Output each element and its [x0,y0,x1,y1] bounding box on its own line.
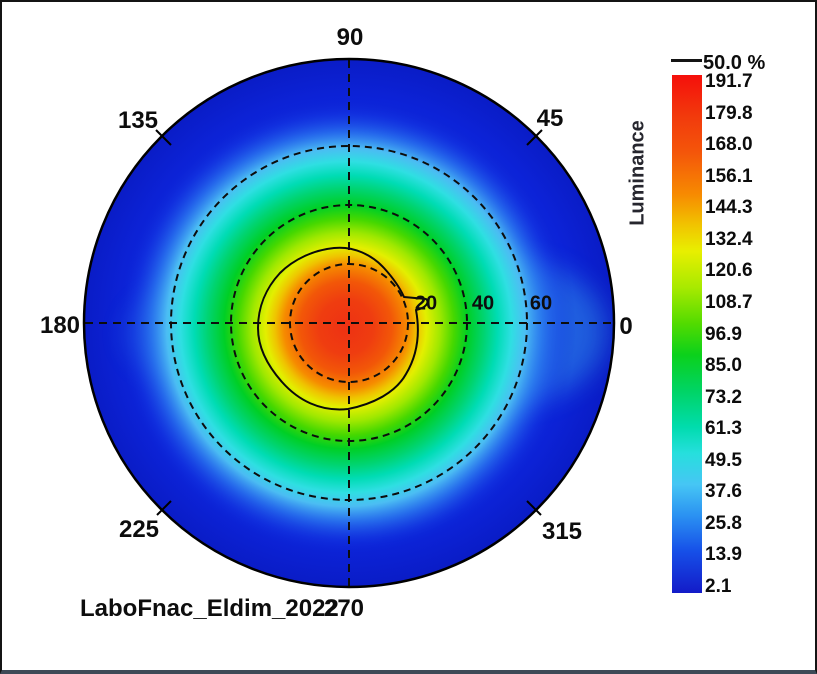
colorbar-tick-label: 156.1 [705,165,753,187]
heatmap-fill [84,59,614,587]
colorbar-tick-label: 73.2 [705,386,742,408]
colorbar-tick-label: 61.3 [705,418,742,440]
angle-tick-45 [526,129,543,146]
colorbar-tick-label: 120.6 [705,260,753,282]
angle-label-45: 45 [536,105,564,132]
angle-tick-225 [156,500,172,516]
radial-label-40: 40 [471,292,495,315]
caption-text: LaboFnac_Eldim_2022 [80,595,339,622]
colorbar-tick-label: 49.5 [705,449,742,471]
colorbar-tick-label: 168.0 [705,134,753,156]
contour-legend-label: 50.0 % [703,52,766,74]
colorbar-tick-label: 191.7 [705,71,753,92]
half-peak-contour [257,246,429,411]
colorbar-tick-label: 108.7 [705,291,753,313]
angle-label-135: 135 [117,107,159,134]
colorbar-title: Luminance [626,120,649,226]
contour-legend-line [671,59,702,62]
colorbar-tick-label: 85.0 [705,355,742,377]
colorbar-tick-label: 132.4 [705,228,753,250]
angle-label-225: 225 [118,516,160,543]
colorbar-tick-label: 144.3 [705,197,753,219]
polar-disk-rim [82,57,616,589]
colorbar-tick-label: 96.9 [705,323,742,345]
colorbar-tick-label: 179.8 [705,102,753,124]
colorbar-tick-label: 13.9 [705,544,742,566]
angle-tick-315 [526,500,542,516]
radial-label-60: 60 [529,292,553,315]
colorbar-tick-label: 25.8 [705,512,742,534]
angle-tick-135 [155,129,172,146]
radial-label-20: 20 [414,292,438,315]
colorbar-tick-labels: 191.7 179.8 168.0 156.1 144.3 132.4 120.… [705,72,795,596]
angle-label-180: 180 [39,312,81,339]
angle-label-90: 90 [336,24,364,51]
colorbar-tick-label: 37.6 [705,481,742,503]
colorbar-gradient [672,75,702,593]
colorbar-tick-label: 2.1 [705,576,732,597]
angle-label-270: 270 [323,595,365,622]
angle-label-315: 315 [541,518,583,545]
angle-label-0: 0 [619,313,633,340]
